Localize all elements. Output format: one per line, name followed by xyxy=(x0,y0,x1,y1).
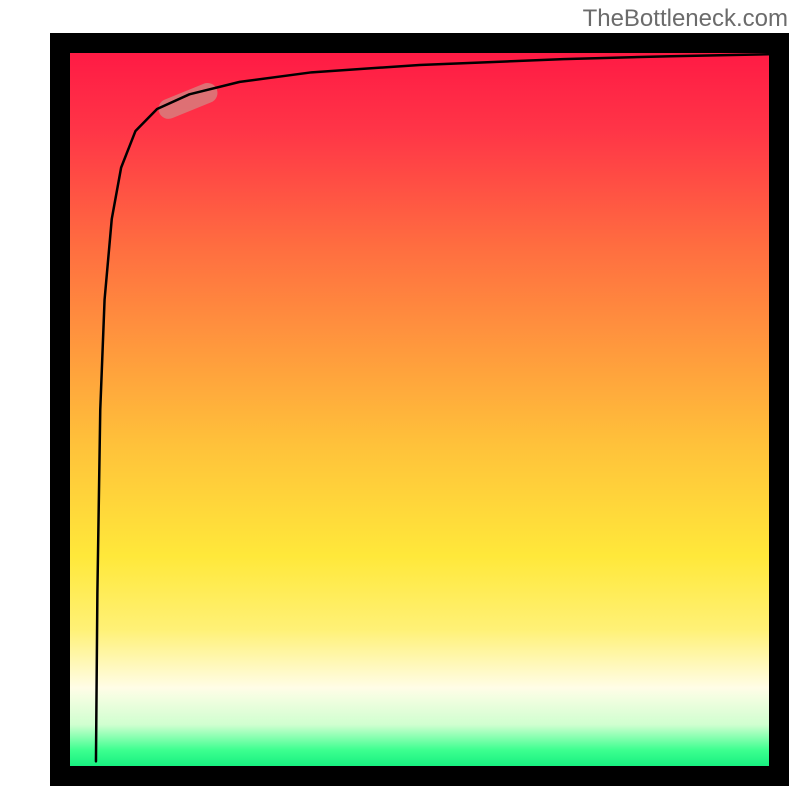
attribution-text: TheBottleneck.com xyxy=(583,5,788,32)
gradient-plot-area xyxy=(60,43,779,776)
bottleneck-chart-svg: TheBottleneck.com xyxy=(0,0,800,800)
